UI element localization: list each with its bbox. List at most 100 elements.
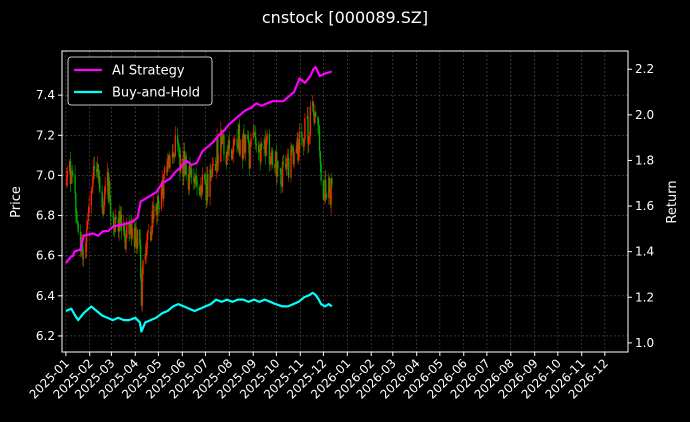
candle-body	[149, 231, 152, 241]
candle-body	[193, 181, 196, 184]
candle-body	[238, 124, 241, 155]
candle-body	[124, 236, 126, 249]
candle-body	[65, 177, 68, 186]
candle-body	[288, 157, 290, 178]
candle-body	[75, 193, 77, 214]
candle-body	[258, 148, 261, 152]
series-line-buy-and-hold	[65, 291, 333, 333]
candle-body	[311, 101, 314, 107]
legend: AI Strategy Buy-and-Hold	[67, 56, 213, 106]
candle-body	[156, 211, 158, 216]
candle-body	[314, 112, 316, 123]
candle-body	[166, 167, 168, 173]
y-axis-label-left: Price	[9, 186, 24, 218]
candle-body	[139, 229, 141, 246]
y-tick-label-right: 1.0	[635, 336, 654, 350]
candle-body	[281, 161, 284, 187]
candle-body	[227, 140, 230, 154]
candle-body	[319, 151, 322, 164]
candle-body	[151, 211, 153, 234]
candle-body	[233, 140, 235, 147]
candle-body	[234, 139, 236, 141]
y-tick-label-right: 1.2	[635, 290, 654, 304]
candle-body	[295, 146, 298, 153]
candle-body	[185, 155, 187, 175]
candle-body	[291, 146, 293, 151]
y-tick-label-right: 1.4	[635, 245, 654, 259]
y-tick-label-left: 6.2	[36, 329, 55, 343]
candle-body	[260, 143, 262, 162]
candle-body	[204, 179, 207, 184]
candle-body	[136, 239, 138, 249]
candle-body	[214, 163, 217, 171]
candle-body	[200, 185, 203, 193]
candle-body	[320, 163, 322, 181]
candle-body	[307, 116, 309, 144]
candle-body	[225, 154, 227, 165]
candle-body	[114, 216, 116, 233]
candle-body	[122, 225, 125, 232]
plot-frame	[61, 50, 629, 353]
candle-body	[230, 149, 233, 160]
candle-body	[130, 223, 133, 239]
candle-body	[72, 172, 74, 176]
candle-body	[70, 170, 72, 184]
candle-body	[155, 205, 157, 212]
candle-body	[198, 187, 200, 191]
candle-body	[318, 130, 321, 152]
candle-body	[325, 193, 328, 198]
candle-body	[133, 227, 136, 248]
candle-body	[284, 163, 287, 167]
candle-body	[313, 112, 315, 123]
candle-body	[195, 175, 197, 180]
candle-body	[71, 170, 73, 173]
candle-body	[270, 156, 272, 165]
candle-body	[264, 139, 267, 156]
candle-body	[226, 151, 228, 165]
candle-body	[184, 155, 187, 173]
series-line-ai-strategy	[65, 65, 333, 264]
candle-body	[325, 179, 327, 194]
candle-body	[248, 143, 251, 169]
candle-body	[118, 210, 120, 232]
candle-body	[119, 210, 121, 224]
candle-body	[207, 174, 209, 198]
candle-body	[129, 223, 132, 228]
candle-body	[271, 150, 273, 157]
candle-body	[96, 164, 99, 173]
candle-body	[180, 158, 182, 172]
candle-body	[292, 147, 295, 164]
candle-body	[301, 132, 303, 138]
candle-body	[156, 196, 159, 216]
candle-body	[274, 164, 276, 168]
candle-body	[182, 158, 184, 177]
candle-body	[222, 134, 224, 140]
candle-body	[163, 167, 166, 175]
candle-body	[146, 240, 148, 255]
candle-body	[109, 201, 112, 217]
candle-body	[215, 166, 217, 171]
candle-body	[113, 228, 116, 233]
candle-body	[77, 224, 79, 232]
candle-body	[167, 155, 170, 161]
candle-body	[314, 112, 317, 117]
candle-body	[174, 135, 177, 156]
candle-body	[152, 211, 154, 220]
candle-body	[163, 174, 165, 199]
candle-body	[86, 221, 89, 230]
candle-body	[126, 223, 128, 238]
candle-body	[237, 146, 239, 149]
candle-body	[76, 220, 79, 225]
candle-body	[190, 168, 192, 175]
y-tick-label-left: 7.0	[36, 168, 55, 182]
candle-body	[247, 139, 250, 144]
candle-body	[82, 245, 84, 259]
candle-body	[220, 130, 222, 162]
candle-body	[168, 155, 170, 168]
candle-body	[129, 227, 131, 235]
candle-body	[293, 152, 295, 164]
candle-body	[210, 176, 213, 178]
chart-title: cnstock [000089.SZ]	[262, 8, 428, 27]
candle-body	[304, 118, 306, 140]
